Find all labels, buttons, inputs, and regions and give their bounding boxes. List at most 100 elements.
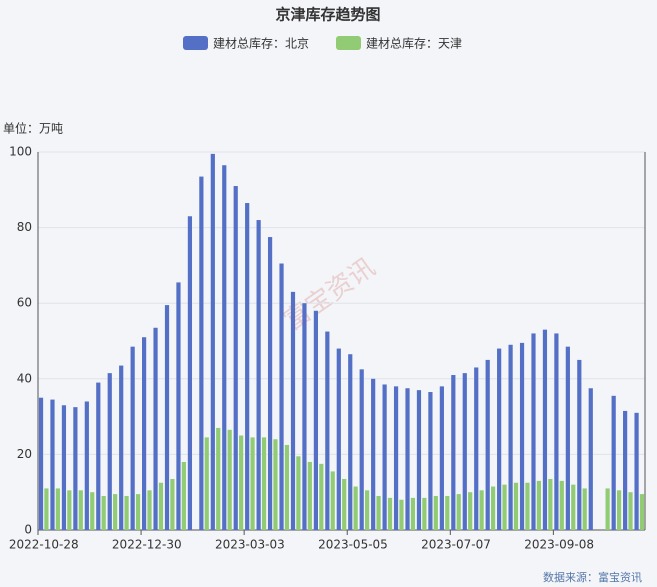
bar [554, 333, 559, 530]
bar [582, 488, 587, 530]
source: 数据来源：富宝资讯 [543, 570, 642, 584]
bar [267, 237, 273, 531]
bar [497, 348, 502, 530]
bar [474, 367, 479, 530]
bar [210, 153, 215, 530]
bar [307, 461, 312, 530]
bar [233, 186, 238, 530]
bar [222, 165, 227, 531]
bar [445, 495, 450, 530]
bar [250, 437, 255, 530]
bar [634, 412, 639, 530]
bar [261, 437, 267, 530]
bar [119, 365, 124, 530]
bar [330, 471, 335, 530]
bar [376, 495, 381, 530]
bar [548, 478, 553, 530]
bar [616, 490, 622, 530]
bar [101, 495, 106, 530]
bar [588, 388, 593, 530]
x-tick-label: 2023-09-08 [524, 538, 594, 552]
x-tick-label: 2023-03-03 [215, 538, 285, 552]
bar [153, 327, 158, 530]
bar [227, 429, 232, 530]
y-tick-label: 0 [24, 523, 32, 537]
bar [565, 346, 570, 530]
bar [456, 494, 461, 530]
bar [387, 497, 393, 530]
bar [279, 263, 284, 530]
bar [353, 486, 358, 530]
bar [439, 386, 444, 530]
bar [158, 482, 164, 530]
bar [542, 329, 548, 530]
bar [256, 220, 261, 531]
bar [490, 486, 496, 530]
bar [513, 482, 519, 530]
y-tick-label: 80 [17, 220, 32, 234]
bar [73, 407, 78, 530]
bar [176, 282, 181, 530]
bar [130, 346, 135, 530]
x-tick-label: 2023-05-05 [318, 538, 388, 552]
bar [135, 494, 141, 530]
bar [451, 375, 456, 530]
bar [577, 359, 582, 530]
x-tick-label: 2022-12-30 [112, 538, 182, 552]
bar [216, 427, 221, 530]
bar [44, 488, 49, 530]
bar [325, 331, 330, 530]
bar [199, 176, 204, 530]
bar [628, 492, 633, 530]
bar [393, 386, 399, 530]
bar [399, 499, 404, 530]
bar [96, 382, 101, 530]
bar [38, 397, 44, 530]
bar [416, 390, 422, 530]
bar [284, 444, 290, 530]
y-tick-label: 20 [17, 447, 32, 461]
bar [67, 490, 72, 530]
bar [124, 495, 129, 530]
bar [78, 490, 83, 530]
bar [405, 388, 410, 530]
x-tick-label: 2023-07-07 [421, 538, 491, 552]
chart-title: 京津库存趋势图 [275, 6, 380, 24]
bar [479, 490, 484, 530]
bar [485, 359, 490, 530]
bar [142, 337, 147, 530]
legend-swatch [183, 36, 208, 50]
bar [55, 488, 60, 530]
bar [639, 494, 645, 530]
bar [113, 494, 118, 530]
legend-swatch [336, 36, 361, 50]
legend-label: 建材总库存：天津 [366, 36, 462, 51]
y-tick-label: 60 [17, 296, 32, 310]
bar [239, 435, 244, 530]
bar [508, 344, 513, 530]
bar [502, 484, 507, 530]
bar [422, 497, 427, 530]
bar [319, 463, 324, 530]
bar [365, 490, 370, 530]
bar [61, 405, 67, 530]
bar [84, 401, 89, 530]
bar [170, 478, 175, 530]
bar [359, 369, 364, 530]
bar [531, 333, 536, 530]
bar [536, 480, 541, 530]
bar [571, 484, 576, 530]
bar [559, 480, 564, 530]
bar [50, 399, 55, 530]
bar [336, 348, 341, 530]
y-tick-label: 100 [9, 145, 32, 159]
bar [302, 303, 307, 530]
bar [428, 392, 433, 530]
bar [611, 395, 616, 530]
bar [462, 373, 467, 530]
x-tick-label: 2022-10-28 [9, 538, 79, 552]
bar [433, 495, 438, 530]
bar [204, 437, 209, 530]
bar [296, 456, 301, 530]
